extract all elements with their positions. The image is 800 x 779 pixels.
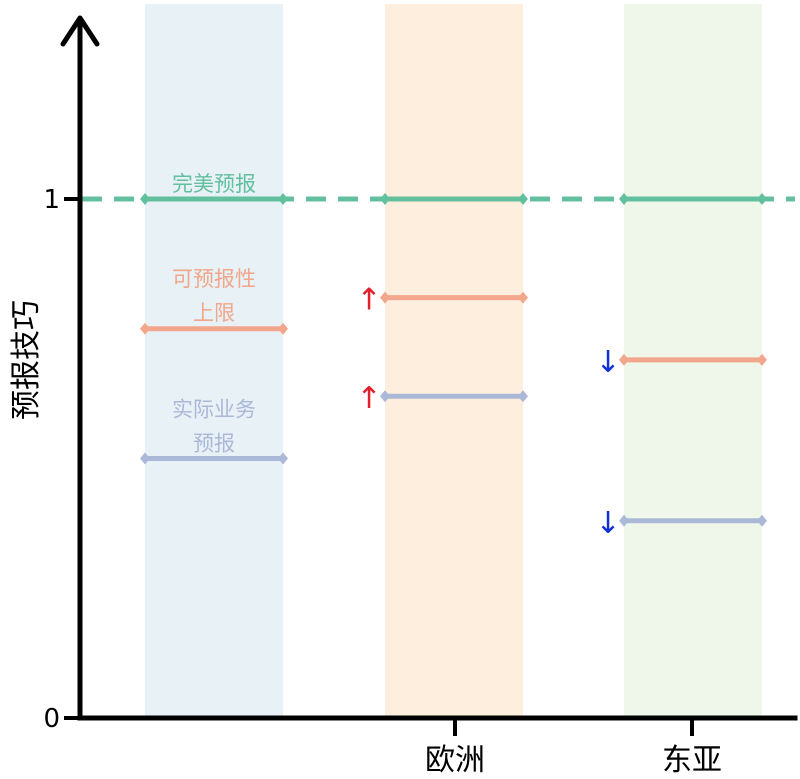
actual-marker-1-0 [380,390,390,403]
x-category-label-2: 东亚 [662,743,722,778]
up-arrow-upper-1: ↑ [356,283,381,318]
annotation-perfect-1: 完美预报 [172,172,256,196]
perfect-marker-0-1 [278,193,288,205]
down-arrow-upper-2: ↓ [595,345,620,380]
annotation-upper-1: 可预报性 [172,267,256,291]
perfect-marker-2-0 [619,193,629,205]
actual-marker-0-0 [140,452,150,465]
annotation-upper-2: 上限 [193,301,235,325]
actual-marker-2-1 [757,514,767,527]
actual-marker-2-0 [619,514,629,527]
down-arrow-actual-2: ↓ [595,506,620,541]
axes [60,15,798,736]
upper-marker-0-0 [140,322,150,335]
perfect-marker-2-1 [757,193,767,205]
x-category-label-1: 欧洲 [425,743,485,778]
actual-marker-1-1 [518,390,528,403]
upper-marker-2-1 [757,353,767,366]
upper-marker-0-1 [278,322,288,335]
perfect-marker-1-1 [518,193,528,205]
series-segments [140,193,767,527]
annotation-actual-2: 预报 [193,432,235,456]
annotation-actual-1: 实际业务 [172,398,256,422]
perfect-marker-1-0 [380,193,390,205]
perfect-marker-0-0 [140,193,150,205]
y-tick-label-0: 0 [43,704,60,734]
upper-marker-2-0 [619,353,629,366]
upper-marker-1-1 [518,291,528,304]
y-tick-label-1: 1 [43,185,60,215]
upper-marker-1-0 [380,291,390,304]
category-band-1 [385,4,523,716]
actual-marker-0-1 [278,452,288,465]
y-axis-label: 预报技巧 [9,300,44,420]
category-band-0 [145,4,283,716]
up-arrow-actual-1: ↑ [356,381,381,416]
y-axis-arrowhead [60,15,100,47]
